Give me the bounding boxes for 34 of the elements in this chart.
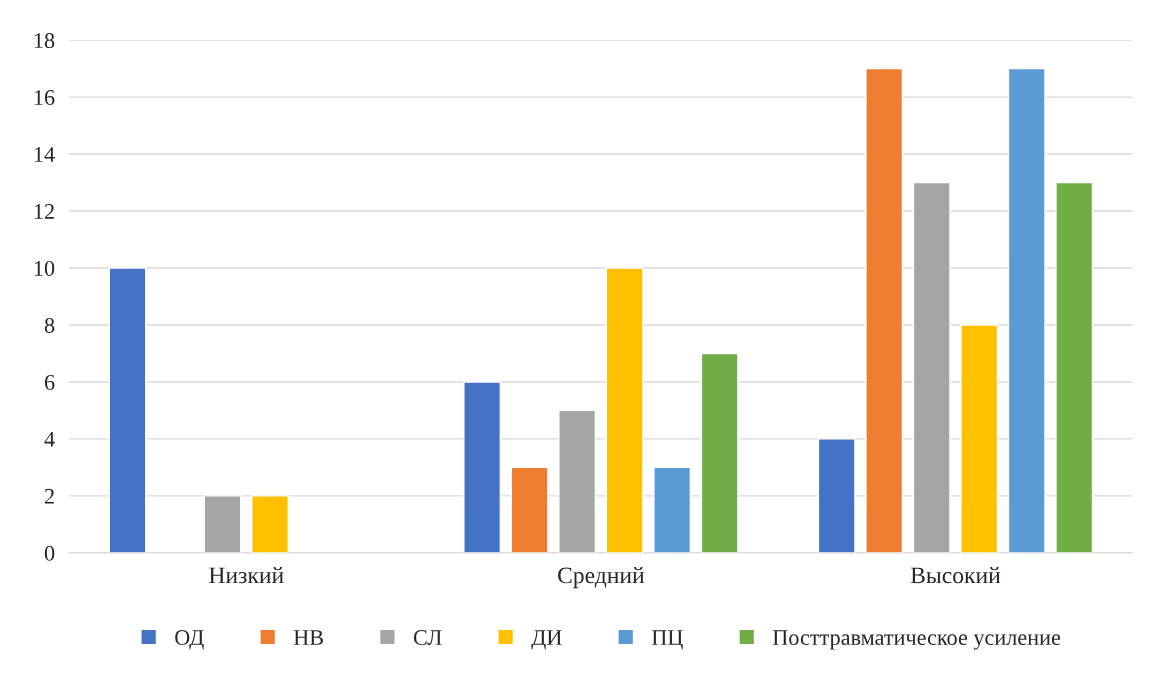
y-tick-label: 8 [44, 317, 55, 333]
bar [203, 495, 242, 553]
bar [108, 267, 147, 553]
y-tick-label: 0 [44, 545, 55, 561]
y-tick-label: 18 [34, 33, 55, 49]
legend-label: ПЦ [651, 630, 683, 650]
bar [605, 267, 644, 553]
bar [700, 352, 739, 553]
x-tick-label: Средний [558, 566, 645, 589]
bar [463, 381, 502, 553]
y-tick-label: 12 [34, 204, 54, 219]
y-tick-label: 4 [44, 431, 55, 447]
bar [558, 409, 597, 553]
y-tick-label: 2 [44, 488, 54, 504]
y-tick-label: 16 [34, 90, 55, 106]
bar [1007, 67, 1046, 553]
bar [960, 324, 999, 553]
y-tick-label: 14 [34, 147, 55, 162]
bar [912, 181, 951, 553]
y-tick-label: 10 [34, 260, 55, 276]
legend-label: ДИ [531, 630, 562, 650]
bar [251, 495, 290, 553]
bar [510, 466, 549, 553]
legend-label: НВ [293, 630, 323, 645]
legend-label: СЛ [413, 630, 442, 646]
bar [1055, 181, 1094, 553]
bar [653, 466, 692, 553]
bar [817, 438, 856, 553]
legend-label: ОД [175, 630, 204, 650]
legend-label: Посттравматическое усиление [772, 630, 1061, 650]
x-tick-label: Низкий [209, 566, 284, 584]
bar [865, 67, 904, 553]
y-tick-label: 6 [44, 374, 55, 390]
x-tick-label: Высокий [910, 566, 1001, 584]
